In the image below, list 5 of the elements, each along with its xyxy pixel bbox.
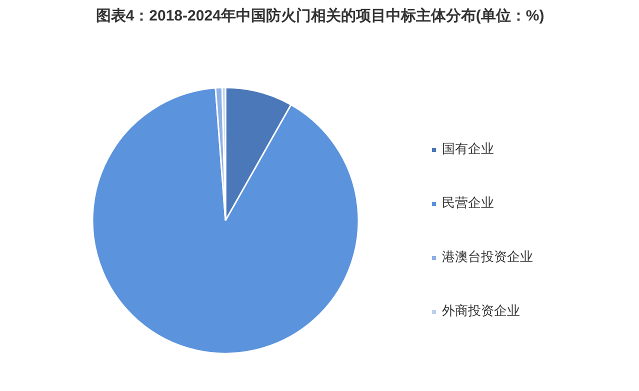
chart-title: 图表4：2018-2024年中国防火门相关的项目中标主体分布(单位：%) — [96, 6, 544, 24]
legend-label: 外商投资企业 — [442, 302, 520, 320]
legend-label: 国有企业 — [442, 140, 494, 158]
legend-label: 港澳台投资企业 — [442, 248, 533, 266]
legend-label: 民营企业 — [442, 194, 494, 212]
